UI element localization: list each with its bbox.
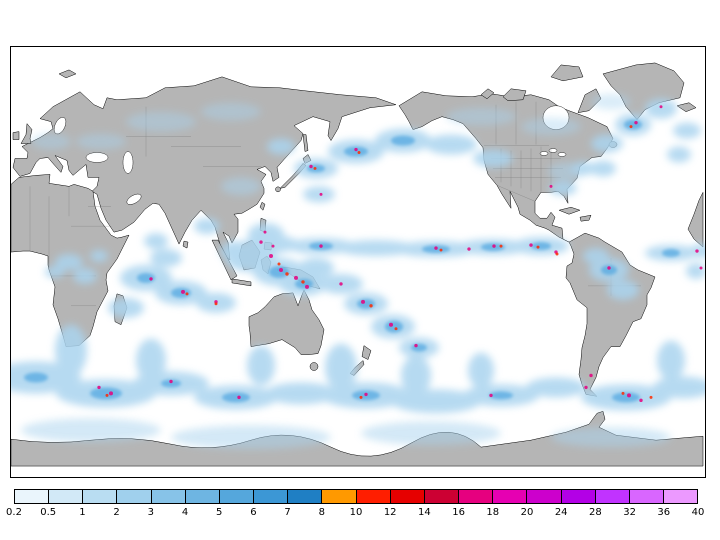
landmass-south-america (565, 232, 656, 397)
colorbar-segment (254, 490, 289, 503)
colorbar-tick-label: 6 (250, 507, 257, 518)
persian-gulf (126, 193, 142, 205)
colorbar-segment (527, 490, 562, 503)
black-sea (85, 152, 109, 163)
colorbar-tick-label: 0.2 (6, 507, 22, 518)
colorbar-tick-label: 14 (418, 507, 431, 518)
island-sakhalin (302, 134, 309, 152)
colorbar-tick-label: 1 (79, 507, 86, 518)
colorbar-labels: 0.2 0.5 1 2 3 4 5 6 7 8 10 12 14 16 18 20 24 28 32 36 40 (6, 507, 704, 520)
colorbar-tick-label: 2 (113, 507, 120, 518)
island-ireland (12, 131, 20, 140)
island-taiwan (259, 202, 266, 211)
island-kyushu (275, 186, 281, 193)
island-ellesmere (550, 64, 584, 82)
colorbar-tick-label: 40 (691, 507, 705, 518)
island-svalbard (58, 69, 77, 79)
colorbar-segment (288, 490, 323, 503)
colorbar-segment (390, 490, 425, 503)
colorbar-tick-label: 28 (589, 507, 602, 518)
colorbar-tick-label: 5 (216, 507, 223, 518)
colorbar-segment (117, 490, 152, 503)
colorbar-tick-label: 24 (554, 507, 568, 518)
landmass-west-africa-wrap (687, 192, 704, 248)
great-lake (557, 152, 567, 157)
island-hispaniola (579, 214, 592, 222)
colorbar-tick-label: 8 (318, 507, 325, 518)
island-new-zealand-north (361, 345, 372, 360)
colorbar-segment (629, 490, 664, 503)
colorbar-segment (185, 490, 220, 503)
colorbar-segment (219, 490, 255, 503)
great-lake (539, 151, 549, 156)
colorbar-segments (14, 489, 698, 504)
colorbar-tick-label: 18 (486, 507, 500, 518)
colorbar-segment (459, 490, 494, 503)
precip-extreme-spots (105, 125, 653, 399)
colorbar-segment (663, 490, 698, 503)
landmass-eurasia (12, 76, 397, 261)
island-sri-lanka (182, 240, 189, 249)
colorbar-tick-label: 32 (623, 507, 636, 518)
colorbar-segment (49, 490, 84, 503)
world-map (11, 47, 705, 477)
colorbar-tick-label: 4 (181, 507, 189, 518)
caspian-sea (122, 151, 134, 174)
colorbar-segment (151, 490, 186, 503)
baltic-sea (53, 117, 67, 135)
great-lake (548, 148, 558, 153)
island-great-britain (20, 123, 33, 144)
colorbar-tick-label: 10 (349, 507, 363, 518)
island-banks (480, 88, 495, 100)
colorbar-segment (356, 490, 391, 503)
island-cuba (558, 207, 581, 215)
island-sumatra (211, 239, 238, 281)
island-victoria (502, 88, 527, 101)
colorbar-segment (595, 490, 630, 503)
colorbar-segment (322, 490, 357, 503)
colorbar-segment (424, 490, 460, 503)
colorbar-segment (493, 490, 528, 503)
colorbar-tick-label: 16 (452, 507, 465, 518)
island-tasmania (309, 362, 319, 371)
precip-heavy-spots (97, 105, 703, 403)
colorbar-tick-label: 7 (284, 507, 291, 518)
colorbar-segment (83, 490, 118, 503)
landmass-australia (248, 289, 325, 355)
colorbar-segment (561, 490, 596, 503)
colorbar: 0.2 0.5 1 2 3 4 5 6 7 8 10 12 14 16 18 20 24 28 32 36 40 (6, 489, 704, 520)
map-frame (10, 46, 706, 478)
colorbar-tick-label: 3 (147, 507, 154, 518)
colorbar-tick-label: 20 (520, 507, 534, 518)
colorbar-segment (15, 490, 50, 503)
island-iceland (676, 102, 697, 112)
colorbar-tick-label: 0.5 (40, 507, 57, 518)
island-java (231, 278, 252, 287)
island-baffin (577, 88, 602, 113)
colorbar-tick-label: 36 (657, 507, 671, 518)
colorbar-tick-label: 12 (383, 507, 397, 518)
